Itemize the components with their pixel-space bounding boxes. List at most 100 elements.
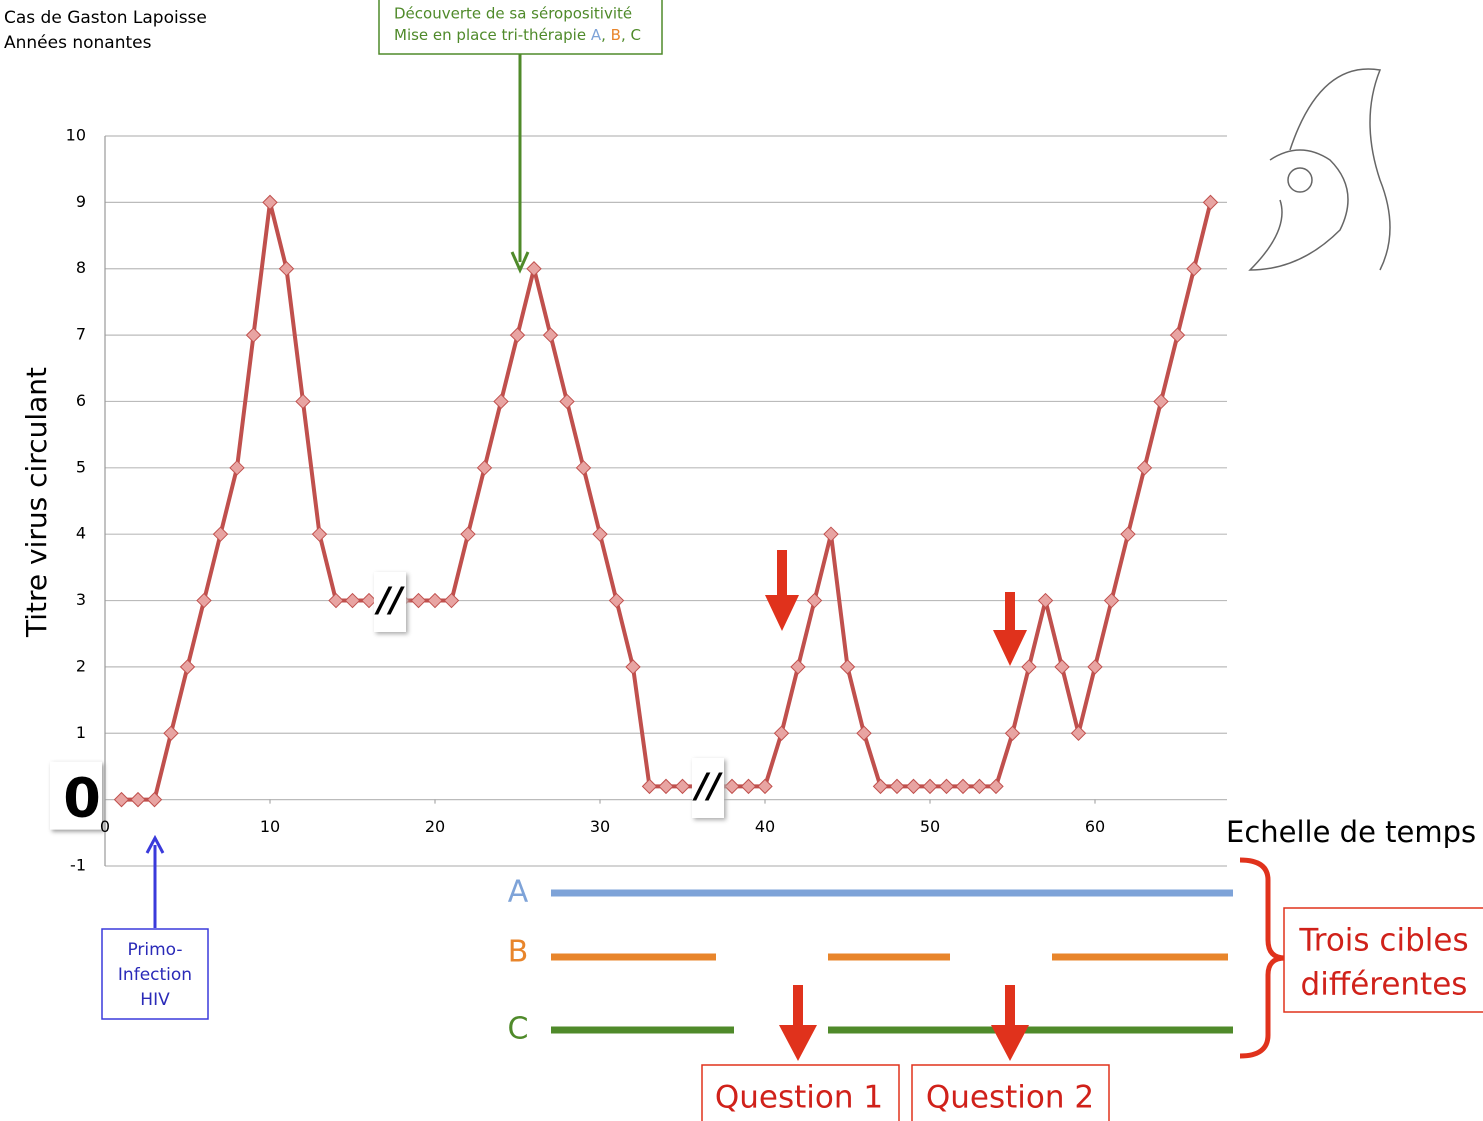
data-point: [163, 725, 179, 741]
data-point: [674, 778, 691, 795]
data-point: [625, 659, 641, 675]
x-axis-label: Echelle de temps: [1226, 815, 1476, 849]
y-axis-label: Titre virus circulant: [20, 367, 53, 638]
data-point: [1169, 327, 1186, 343]
y-tick-label: 6: [76, 391, 86, 410]
data-point: [245, 327, 262, 343]
data-point: [509, 327, 526, 343]
data-point: [988, 778, 1004, 795]
target-bars: [551, 889, 1233, 1034]
y-tick-label: 8: [76, 258, 86, 277]
data-point: [262, 194, 278, 211]
y-tick-label: 10: [66, 126, 86, 145]
plot: -1 0 1 2 3 4 5 6 7 8 9 10 0 10 20 30 40 50 60 // //: [50, 126, 1227, 875]
data-point: [130, 791, 146, 808]
question-label: Question 2: [926, 1080, 1094, 1116]
data-point: [179, 659, 196, 675]
event-arrow: [765, 550, 799, 631]
break-mark: //: [692, 767, 723, 807]
data-point: [806, 592, 823, 609]
data-point: [1054, 659, 1070, 675]
red-arrows: [765, 550, 1029, 1061]
data-point: [641, 778, 658, 795]
y-tick-label: -1: [70, 856, 86, 875]
discovery-part: B: [611, 26, 621, 44]
targets-box-line: différentes: [1301, 967, 1468, 1003]
data-point: [559, 393, 575, 410]
data-point: [658, 778, 674, 795]
data-point: [1120, 526, 1136, 542]
data-point: [922, 778, 938, 795]
data-point: [938, 778, 955, 795]
discovery-part: Mise en place tri-thérapie: [394, 26, 591, 44]
data-point: [476, 460, 493, 476]
targets-box: [1283, 907, 1483, 1013]
data-point: [113, 791, 130, 808]
y-tick-label: 2: [76, 656, 86, 675]
discovery-arrowhead: [510, 251, 530, 274]
target-label: C: [508, 1012, 529, 1047]
data-point: [790, 659, 806, 675]
data-point: [1037, 592, 1054, 609]
data-point: [889, 778, 905, 795]
discovery-box: [378, 0, 663, 55]
data-point: [905, 778, 922, 795]
discovery-line: Mise en place tri-thérapie A, B, C: [394, 26, 641, 44]
data-point: [757, 778, 773, 795]
x-tick-label: 60: [1085, 817, 1105, 836]
question-arrow: [779, 985, 817, 1061]
data-point: [575, 460, 592, 476]
question-label: Question 1: [715, 1080, 883, 1116]
data-point: [1186, 261, 1202, 277]
discovery-part: ,: [621, 26, 631, 44]
data-point: [1087, 659, 1103, 675]
data-point: [971, 778, 988, 795]
data-point: [542, 327, 559, 343]
data-point: [493, 393, 509, 410]
data-point: [328, 592, 344, 609]
data-point: [344, 592, 361, 609]
reaper-sketch: [1248, 68, 1391, 271]
question-arrow: [991, 985, 1029, 1061]
data-point: [1070, 725, 1087, 741]
data-point: [608, 592, 625, 609]
primo-arrowhead: [145, 834, 165, 854]
break-mark: //: [374, 581, 405, 621]
data-point: [526, 261, 542, 277]
y-tick-label: 4: [76, 524, 86, 543]
data-point: [443, 592, 460, 609]
y-tick-label: 3: [76, 590, 86, 609]
break-box: [374, 572, 406, 632]
x-tick-label: 10: [260, 817, 280, 836]
data-point: [592, 526, 608, 542]
primo-line: HIV: [140, 990, 170, 1010]
y-tick-label: 7: [76, 325, 86, 344]
y-tick-label: 5: [76, 457, 86, 476]
data-point: [724, 778, 740, 795]
data-point: [773, 725, 790, 741]
y-tick-label: 1: [76, 723, 86, 742]
data-point: [196, 592, 212, 609]
data-point: [410, 592, 427, 609]
data-point: [278, 261, 295, 277]
x-tick-label: 20: [425, 817, 445, 836]
x-tick-label: 30: [590, 817, 610, 836]
data-point: [229, 460, 245, 476]
discovery-line: Découverte de sa séropositivité: [394, 5, 632, 23]
data-point: [1021, 659, 1037, 675]
x-tick-label: 0: [100, 817, 110, 836]
data-point: [1136, 460, 1153, 476]
data-point: [361, 592, 377, 609]
x-tick-label: 50: [920, 817, 940, 836]
title-line: Années nonantes: [4, 33, 152, 53]
data-point: [1153, 393, 1169, 410]
y-tick-label: 9: [76, 192, 86, 211]
data-point: [856, 725, 872, 741]
title-line: Cas de Gaston Lapoisse: [4, 8, 207, 28]
data-point: [1202, 194, 1219, 211]
data-point: [460, 526, 476, 542]
discovery-part: ,: [601, 26, 611, 44]
data-point: [1004, 725, 1021, 741]
target-label: A: [508, 875, 529, 910]
